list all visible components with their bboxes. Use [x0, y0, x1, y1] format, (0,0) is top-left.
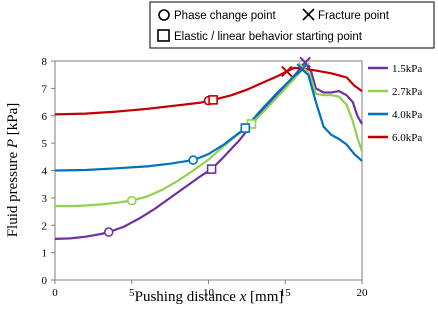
series-legend: 1.5kPa 2.7kPa 4.0kPa 6.0kPa	[368, 63, 422, 144]
phase-change-marker	[103, 227, 114, 237]
x-tick-label: 15	[280, 287, 292, 299]
y-tick-label: 0	[42, 275, 48, 287]
marker-legend: Phase change point Fracture point Elasti…	[149, 1, 435, 49]
y-tick-label: 1	[42, 248, 48, 260]
fracture-marker	[296, 63, 308, 75]
y-tick-label: 3	[42, 193, 48, 205]
phase-change-legend-icon	[158, 9, 170, 21]
fracture-legend-label: Fracture point	[318, 10, 390, 22]
y-axis-label: Fluid pressure P [kPa]	[5, 103, 21, 238]
legend-label-1.5kPa: 1.5kPa	[392, 63, 422, 75]
x-tick-label: 20	[357, 287, 369, 299]
x-axis-label: Pushing distance x [mm]	[135, 289, 284, 305]
fracture-legend-icon	[302, 8, 315, 21]
y-tick-label: 4	[42, 166, 48, 178]
y-tick-label: 7	[42, 83, 48, 95]
x-tick-label: 10	[203, 287, 215, 299]
x-tick-label: 0	[52, 287, 58, 299]
legend-label-6.0kPa: 6.0kPa	[392, 132, 422, 144]
elastic-start-legend-icon	[157, 29, 170, 42]
phase-change-marker	[126, 195, 137, 206]
x-axis-ticks: 0 5 10 15 20	[52, 280, 368, 299]
y-axis-ticks: 0 1 2 3 4 5 6 7 8	[42, 56, 55, 287]
series-line-6.0kPa	[54, 66, 363, 116]
elastic-start-marker	[240, 123, 251, 133]
marker-legend-box	[149, 1, 435, 49]
y-tick-label: 6	[42, 111, 48, 123]
elastic-start-legend-label: Elastic / linear behavior starting point	[174, 31, 363, 43]
elastic-start-marker	[206, 164, 217, 174]
y-tick-label: 8	[42, 56, 48, 68]
legend-label-4.0kPa: 4.0kPa	[392, 109, 422, 121]
plot-area: 0 1 2 3 4 5 6 7 8 0 5 10 15 20	[42, 56, 369, 299]
fracture-marker	[281, 65, 293, 78]
phase-change-marker	[188, 155, 198, 165]
series-markers	[103, 56, 311, 237]
x-tick-label: 5	[129, 287, 135, 299]
phase-change-legend-label: Phase change point	[174, 10, 276, 22]
y-tick-label: 2	[42, 220, 48, 232]
y-tick-label: 5	[42, 138, 48, 150]
series-line-4.0kPa	[54, 68, 363, 172]
legend-label-2.7kPa: 2.7kPa	[392, 86, 422, 98]
elastic-start-marker	[208, 95, 218, 105]
